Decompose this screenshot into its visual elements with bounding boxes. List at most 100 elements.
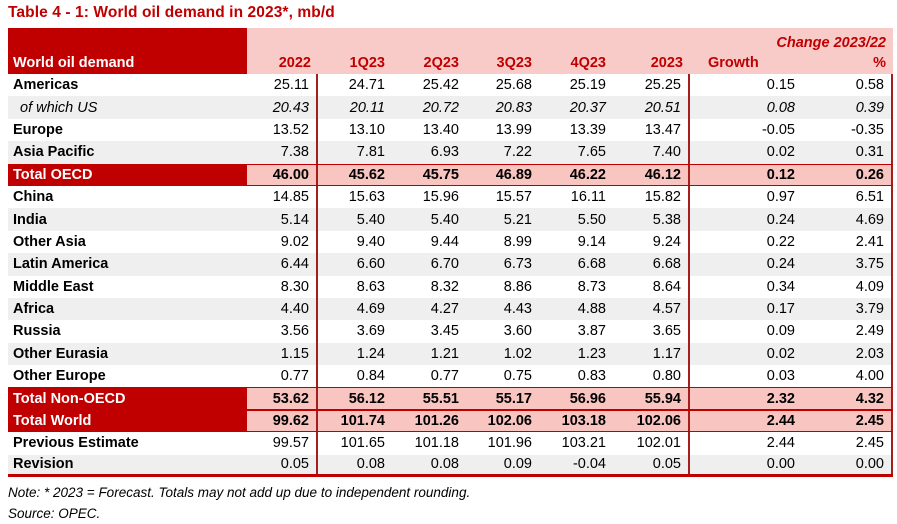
table-row: of which US 20.43 20.11 20.72 20.83 20.37 20.5… <box>8 96 893 119</box>
value-cell: 0.39 <box>802 96 893 119</box>
value-cell: 9.14 <box>539 230 613 254</box>
row-label: Americas <box>8 74 247 97</box>
value-cell: 6.93 <box>392 141 466 164</box>
row-label: Other Europe <box>8 365 247 388</box>
world-oil-demand-table: World oil demand Change 2023/22 2022 1Q23… <box>8 28 893 478</box>
value-cell: 20.72 <box>392 96 466 119</box>
row-label: Russia <box>8 320 247 343</box>
table-row: Middle East 8.30 8.63 8.32 8.86 8.73 8.64 0.34 4… <box>8 275 893 298</box>
value-cell: 1.15 <box>247 342 318 366</box>
value-cell: 0.09 <box>466 454 539 475</box>
value-cell: 9.44 <box>392 230 466 254</box>
row-label: Revision <box>8 454 247 475</box>
value-cell: 101.74 <box>318 410 392 432</box>
column-header-3q23: 3Q23 <box>466 52 539 74</box>
value-cell: 8.99 <box>466 230 539 254</box>
header-spacer <box>247 28 690 52</box>
table-row: Other Asia 9.02 9.40 9.44 8.99 9.14 9.24 0.22 2.… <box>8 230 893 254</box>
value-cell: -0.05 <box>690 118 802 142</box>
table-row: Total OECD 46.00 45.62 45.75 46.89 46.22 46.12… <box>8 163 893 186</box>
row-label: China <box>8 185 247 209</box>
value-cell: 0.08 <box>392 454 466 475</box>
value-cell: -0.04 <box>539 454 613 475</box>
value-cell: 2.44 <box>690 432 802 455</box>
value-cell: 101.96 <box>466 432 539 455</box>
value-cell: 14.85 <box>247 185 318 209</box>
value-cell: 0.03 <box>690 365 802 388</box>
table-row: Total Non-OECD 53.62 56.12 55.51 55.17 56.96 5… <box>8 387 893 410</box>
value-cell: 4.88 <box>539 297 613 321</box>
value-cell: 0.83 <box>539 365 613 388</box>
row-label: Africa <box>8 297 247 321</box>
row-label: India <box>8 208 247 231</box>
value-cell: 8.73 <box>539 275 613 298</box>
value-cell: 6.70 <box>392 253 466 276</box>
column-header-2q23: 2Q23 <box>392 52 466 74</box>
value-cell: 25.11 <box>247 74 318 97</box>
row-label: Total World <box>8 410 247 432</box>
source-text: Source: OPEC. <box>8 506 101 522</box>
value-cell: 15.63 <box>318 185 392 209</box>
value-cell: 20.43 <box>247 96 318 119</box>
row-label: Total Non-OECD <box>8 388 247 409</box>
value-cell: 0.09 <box>690 320 802 343</box>
column-header-growth: Growth <box>690 52 802 74</box>
value-cell: 13.52 <box>247 118 318 142</box>
value-cell: 99.62 <box>247 410 318 432</box>
value-cell: 0.77 <box>247 365 318 388</box>
value-cell: 1.17 <box>613 342 690 366</box>
row-label: Other Asia <box>8 230 247 254</box>
value-cell: 13.47 <box>613 118 690 142</box>
value-cell: 101.26 <box>392 410 466 432</box>
table-row: Other Europe 0.77 0.84 0.77 0.75 0.83 0.80 0.03… <box>8 365 893 388</box>
value-cell: 5.38 <box>613 208 690 231</box>
value-cell: 2.45 <box>802 410 893 432</box>
value-cell: 4.69 <box>802 208 893 231</box>
value-cell: 15.82 <box>613 185 690 209</box>
value-cell: 0.12 <box>690 164 802 185</box>
value-cell: 2.32 <box>690 388 802 409</box>
value-cell: 99.57 <box>247 432 318 455</box>
value-cell: 5.50 <box>539 208 613 231</box>
value-cell: 7.81 <box>318 141 392 164</box>
value-cell: 0.84 <box>318 365 392 388</box>
row-label: Middle East <box>8 275 247 298</box>
value-cell: 8.64 <box>613 275 690 298</box>
value-cell: 13.39 <box>539 118 613 142</box>
value-cell: 0.00 <box>802 454 893 475</box>
column-header-2023: 2023 <box>613 52 690 74</box>
note-text: Note: * 2023 = Forecast. Totals may not … <box>8 485 471 501</box>
value-cell: 13.99 <box>466 118 539 142</box>
value-cell: 20.37 <box>539 96 613 119</box>
value-cell: 3.56 <box>247 320 318 343</box>
value-cell: 2.41 <box>802 230 893 254</box>
value-cell: 13.40 <box>392 118 466 142</box>
row-label: Asia Pacific <box>8 141 247 164</box>
value-cell: 4.57 <box>613 297 690 321</box>
value-cell: 3.79 <box>802 297 893 321</box>
table-header: World oil demand Change 2023/22 2022 1Q23… <box>8 28 893 74</box>
value-cell: 7.65 <box>539 141 613 164</box>
table-row: Latin America 6.44 6.60 6.70 6.73 6.68 6.68 0.2… <box>8 253 893 276</box>
value-cell: 0.02 <box>690 141 802 164</box>
table-corner-label: World oil demand <box>8 28 247 74</box>
row-label: Europe <box>8 118 247 142</box>
value-cell: 55.51 <box>392 388 466 409</box>
value-cell: 5.40 <box>392 208 466 231</box>
value-cell: 2.03 <box>802 342 893 366</box>
value-cell: 8.30 <box>247 275 318 298</box>
value-cell: 1.24 <box>318 342 392 366</box>
value-cell: 20.83 <box>466 96 539 119</box>
table-body: Americas 25.11 24.71 25.42 25.68 25.19 25.25 0.… <box>8 74 893 478</box>
value-cell: 6.60 <box>318 253 392 276</box>
value-cell: 3.60 <box>466 320 539 343</box>
value-cell: 8.63 <box>318 275 392 298</box>
change-2023-22-header: Change 2023/22 <box>690 28 893 52</box>
column-header--: % <box>802 52 893 74</box>
value-cell: 2.44 <box>690 410 802 432</box>
value-cell: 102.01 <box>613 432 690 455</box>
value-cell: 56.96 <box>539 388 613 409</box>
row-label: Latin America <box>8 253 247 276</box>
value-cell: 101.18 <box>392 432 466 455</box>
